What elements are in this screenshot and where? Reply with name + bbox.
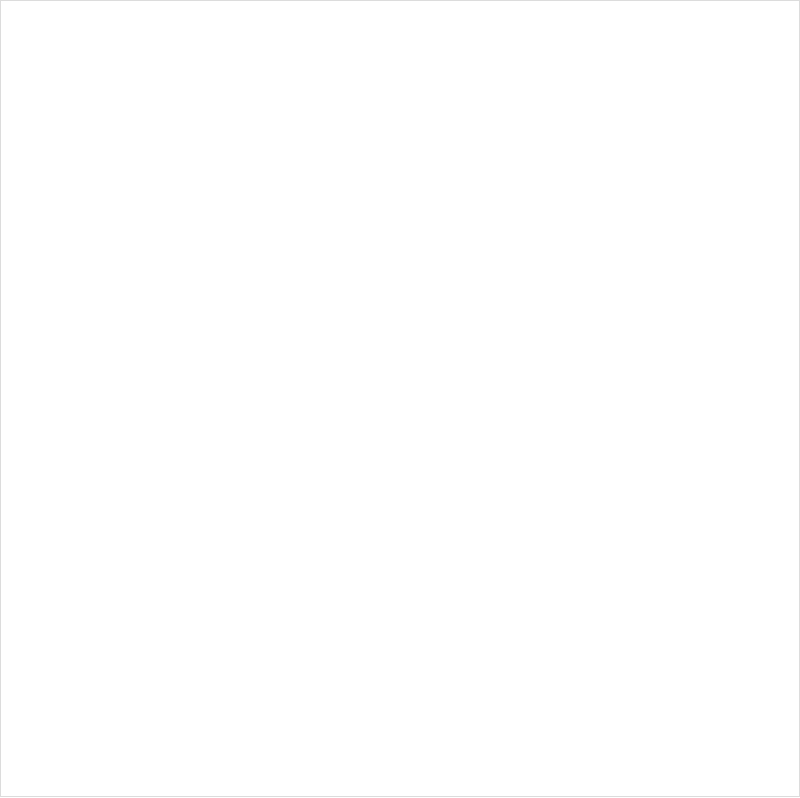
radar-chart xyxy=(1,1,800,798)
